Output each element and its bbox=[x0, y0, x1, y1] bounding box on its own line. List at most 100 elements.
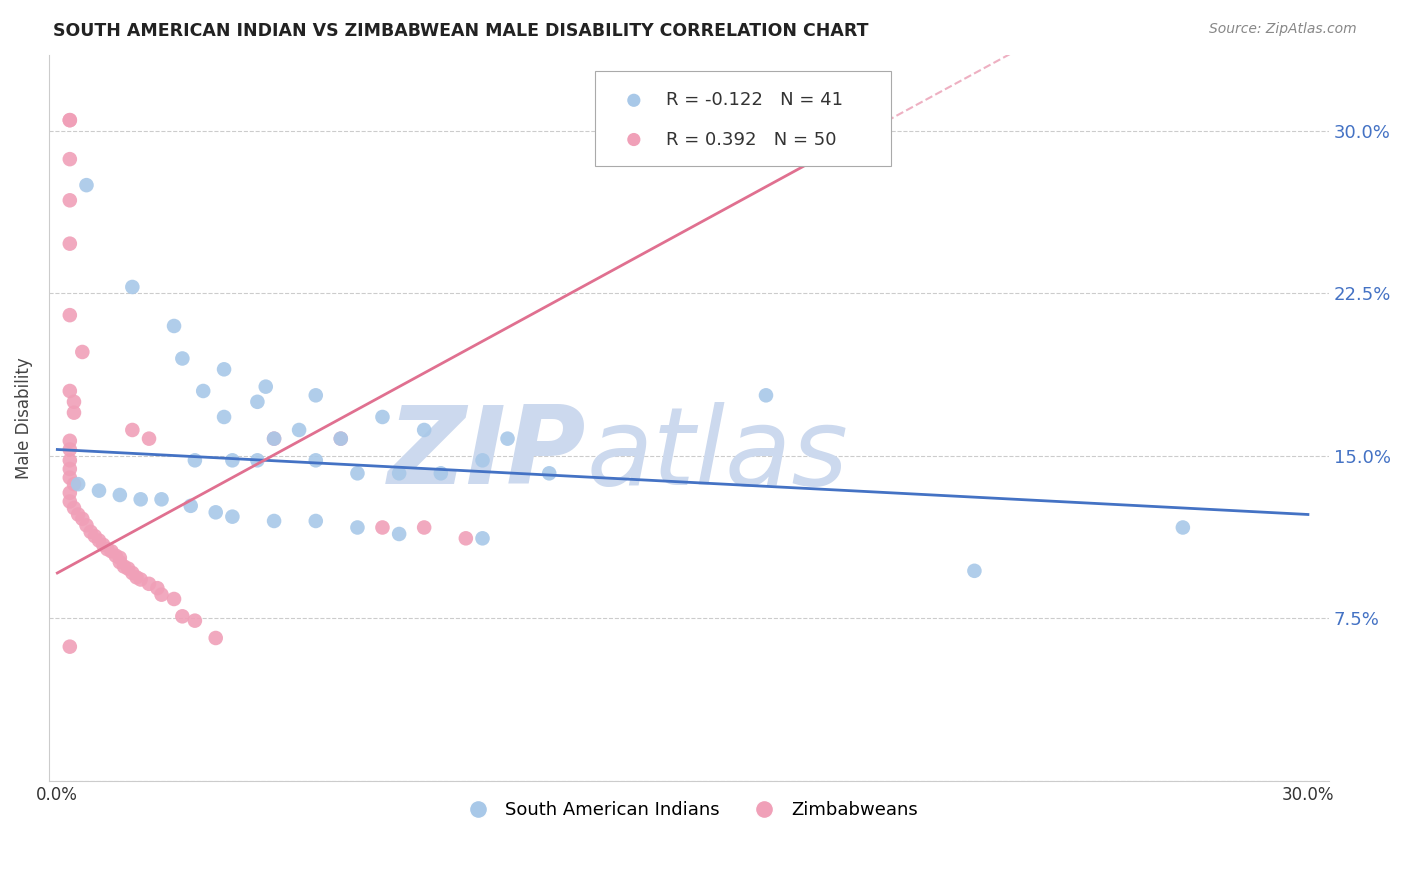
Point bbox=[329, 432, 352, 446]
Point bbox=[305, 514, 328, 528]
Point bbox=[755, 388, 778, 402]
Point bbox=[121, 280, 143, 294]
Point bbox=[63, 406, 86, 420]
Point bbox=[108, 488, 131, 502]
Y-axis label: Male Disability: Male Disability bbox=[15, 357, 32, 479]
Point bbox=[471, 453, 494, 467]
Point bbox=[263, 432, 285, 446]
Point bbox=[87, 533, 110, 548]
Point bbox=[59, 152, 82, 166]
Point bbox=[125, 570, 148, 584]
Point bbox=[59, 485, 82, 500]
Point bbox=[221, 509, 243, 524]
Point bbox=[1171, 520, 1194, 534]
Point bbox=[184, 453, 207, 467]
Point bbox=[96, 542, 118, 557]
Point bbox=[150, 588, 173, 602]
Text: Source: ZipAtlas.com: Source: ZipAtlas.com bbox=[1209, 22, 1357, 37]
Text: R = -0.122   N = 41: R = -0.122 N = 41 bbox=[666, 91, 842, 110]
Point bbox=[104, 549, 127, 563]
Text: atlas: atlas bbox=[586, 402, 848, 507]
Point bbox=[59, 453, 82, 467]
Point bbox=[129, 573, 152, 587]
Point bbox=[371, 409, 394, 424]
Point bbox=[263, 514, 285, 528]
Point bbox=[329, 432, 352, 446]
Point bbox=[72, 512, 94, 526]
Point bbox=[471, 531, 494, 545]
Point bbox=[146, 581, 169, 595]
Point bbox=[221, 453, 243, 467]
Point bbox=[59, 384, 82, 398]
Legend: South American Indians, Zimbabweans: South American Indians, Zimbabweans bbox=[453, 794, 925, 826]
Point bbox=[305, 388, 328, 402]
FancyBboxPatch shape bbox=[596, 71, 891, 166]
Point bbox=[87, 483, 110, 498]
Point bbox=[59, 308, 82, 322]
Point bbox=[172, 609, 194, 624]
Point bbox=[430, 467, 453, 481]
Point bbox=[454, 531, 477, 545]
Point bbox=[59, 470, 82, 484]
Point bbox=[91, 538, 114, 552]
Point bbox=[59, 113, 82, 128]
Point bbox=[254, 379, 277, 393]
Point bbox=[388, 527, 411, 541]
Point bbox=[121, 423, 143, 437]
Point bbox=[138, 432, 160, 446]
Point bbox=[108, 550, 131, 565]
Point bbox=[496, 432, 519, 446]
Point bbox=[288, 423, 311, 437]
Point bbox=[63, 500, 86, 515]
Point bbox=[59, 434, 82, 448]
Point bbox=[388, 467, 411, 481]
Point bbox=[59, 194, 82, 208]
Point bbox=[305, 453, 328, 467]
Point bbox=[79, 524, 101, 539]
Point bbox=[263, 432, 285, 446]
Point bbox=[246, 394, 269, 409]
Point bbox=[204, 505, 226, 519]
Text: ZIP: ZIP bbox=[388, 401, 586, 508]
Point bbox=[538, 467, 561, 481]
Point bbox=[100, 544, 122, 558]
Point bbox=[63, 477, 86, 491]
Point bbox=[59, 236, 82, 251]
Point bbox=[138, 577, 160, 591]
Point bbox=[76, 518, 98, 533]
Point bbox=[59, 462, 82, 476]
Point bbox=[346, 467, 368, 481]
Point bbox=[163, 592, 186, 607]
Point bbox=[72, 345, 94, 359]
Point bbox=[83, 529, 105, 543]
Point bbox=[59, 113, 82, 128]
Point bbox=[112, 559, 135, 574]
Point bbox=[413, 520, 436, 534]
Point bbox=[346, 520, 368, 534]
Point bbox=[108, 555, 131, 569]
Point bbox=[204, 631, 226, 645]
Point bbox=[59, 442, 82, 457]
Point bbox=[163, 318, 186, 333]
Point bbox=[117, 562, 139, 576]
Point bbox=[59, 494, 82, 508]
Point bbox=[121, 566, 143, 580]
Text: R = 0.392   N = 50: R = 0.392 N = 50 bbox=[666, 130, 837, 149]
Point bbox=[212, 362, 235, 376]
Text: SOUTH AMERICAN INDIAN VS ZIMBABWEAN MALE DISABILITY CORRELATION CHART: SOUTH AMERICAN INDIAN VS ZIMBABWEAN MALE… bbox=[53, 22, 869, 40]
Point bbox=[67, 477, 90, 491]
Point bbox=[59, 640, 82, 654]
Point bbox=[246, 453, 269, 467]
Point bbox=[172, 351, 194, 366]
Point bbox=[212, 409, 235, 424]
Point bbox=[193, 384, 215, 398]
Point bbox=[963, 564, 986, 578]
Point bbox=[67, 508, 90, 522]
Point bbox=[129, 492, 152, 507]
Point bbox=[63, 394, 86, 409]
Point bbox=[76, 178, 98, 193]
Point bbox=[184, 614, 207, 628]
Point bbox=[150, 492, 173, 507]
Point bbox=[413, 423, 436, 437]
Point bbox=[371, 520, 394, 534]
